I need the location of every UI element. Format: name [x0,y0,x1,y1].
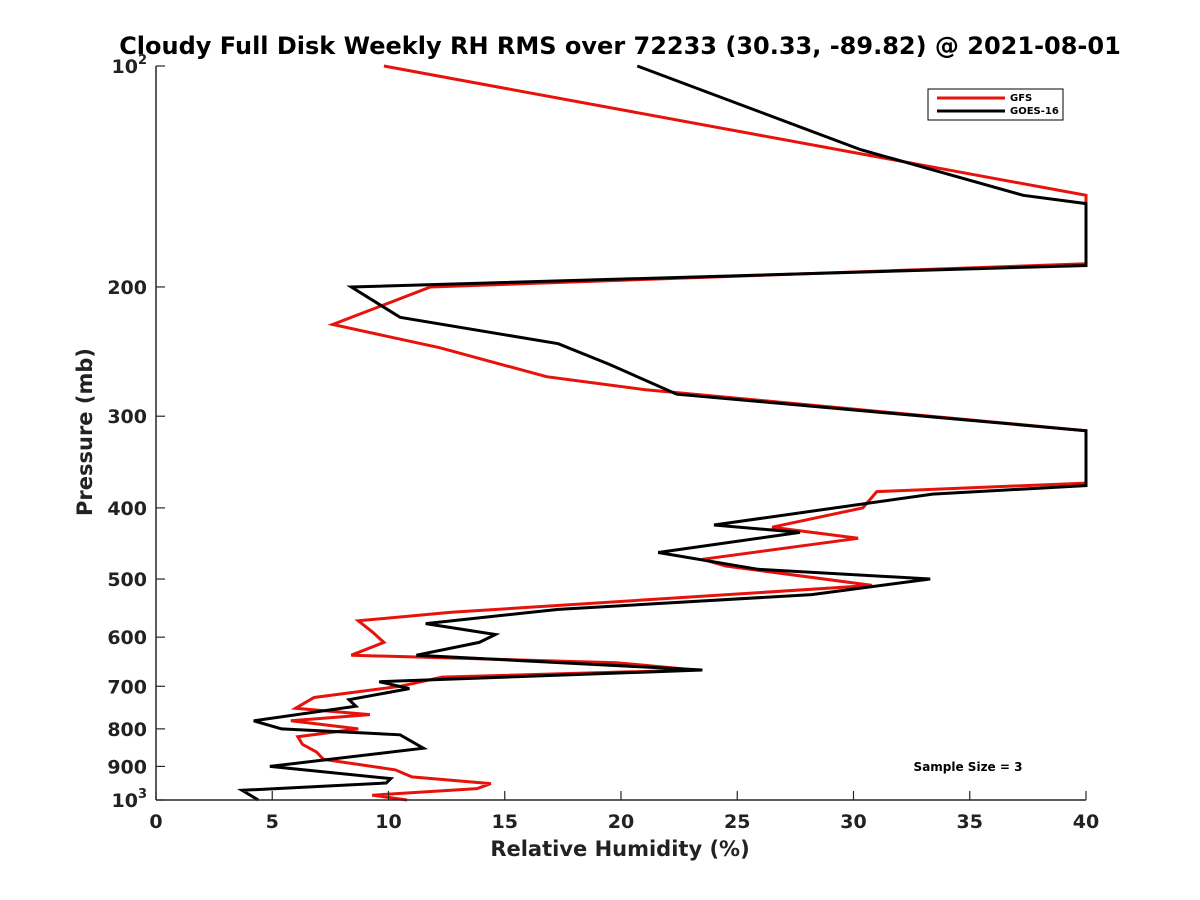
y-tick-label: 300 [107,406,147,428]
x-tick-label: 10 [375,811,401,833]
x-tick-label: 40 [1073,811,1099,833]
legend-box [927,88,1064,121]
y-tick-label: 200 [107,277,147,299]
x-tick-label: 25 [724,811,750,833]
y-tick-label: 900 [107,756,147,778]
chart-title: Cloudy Full Disk Weekly RH RMS over 7223… [119,32,1121,60]
y-tick-label: 700 [107,676,147,698]
x-tick-label: 20 [608,811,634,833]
legend-label-gfs: GFS [1010,93,1032,104]
plot-area [156,66,1086,800]
series-layer [236,64,1088,802]
y-tick-label: 800 [107,719,147,741]
x-tick-label: 30 [840,811,866,833]
y-axis-label: Pressure (mb) [73,348,97,516]
series-line-gfs [290,64,1088,802]
x-axis-label: Relative Humidity (%) [490,837,749,861]
legend-label-goes-16: GOES-16 [1010,106,1059,117]
sample-size-annotation: Sample Size = 3 [914,760,1023,774]
x-tick-label: 15 [492,811,518,833]
y-tick-label: 103 [112,787,148,812]
y-tick-label: 102 [112,53,148,78]
y-tick-label: 500 [107,569,147,591]
y-tick-label: 600 [107,627,147,649]
axes-layer: 0 5 10 15 20 25 30 35 40 102 200 300 400 500 600 700 800… [107,53,1099,833]
x-tick-label: 0 [149,811,162,833]
series-line-goes-16 [236,64,1088,802]
x-tick-label: 35 [957,811,983,833]
y-tick-label: 400 [107,498,147,520]
x-tick-label: 5 [266,811,279,833]
plot-box [156,66,1086,800]
legend: GFS GOES-16 [927,88,1064,121]
